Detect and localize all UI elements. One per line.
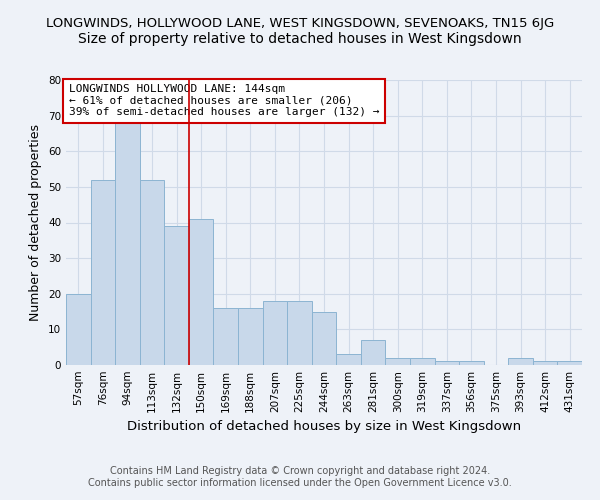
Text: Size of property relative to detached houses in West Kingsdown: Size of property relative to detached ho… (78, 32, 522, 46)
Bar (508, 358, 533, 365)
Bar (533, 362, 557, 365)
Bar (189, 219, 214, 365)
X-axis label: Distribution of detached houses by size in West Kingsdown: Distribution of detached houses by size … (127, 420, 521, 434)
Y-axis label: Number of detached properties: Number of detached properties (29, 124, 43, 321)
Bar (140, 180, 164, 365)
Bar (410, 358, 434, 365)
Bar (263, 301, 287, 365)
Bar (238, 308, 263, 365)
Bar (361, 340, 385, 365)
Bar (214, 308, 238, 365)
Bar (434, 362, 459, 365)
Bar (459, 362, 484, 365)
Bar (557, 362, 582, 365)
Bar (66, 294, 91, 365)
Text: Contains HM Land Registry data © Crown copyright and database right 2024.
Contai: Contains HM Land Registry data © Crown c… (88, 466, 512, 487)
Bar (336, 354, 361, 365)
Bar (385, 358, 410, 365)
Bar (287, 301, 312, 365)
Bar (91, 180, 115, 365)
Bar (115, 122, 140, 365)
Text: LONGWINDS HOLLYWOOD LANE: 144sqm
← 61% of detached houses are smaller (206)
39% : LONGWINDS HOLLYWOOD LANE: 144sqm ← 61% o… (68, 84, 379, 117)
Text: LONGWINDS, HOLLYWOOD LANE, WEST KINGSDOWN, SEVENOAKS, TN15 6JG: LONGWINDS, HOLLYWOOD LANE, WEST KINGSDOW… (46, 18, 554, 30)
Bar (164, 226, 189, 365)
Bar (312, 312, 336, 365)
